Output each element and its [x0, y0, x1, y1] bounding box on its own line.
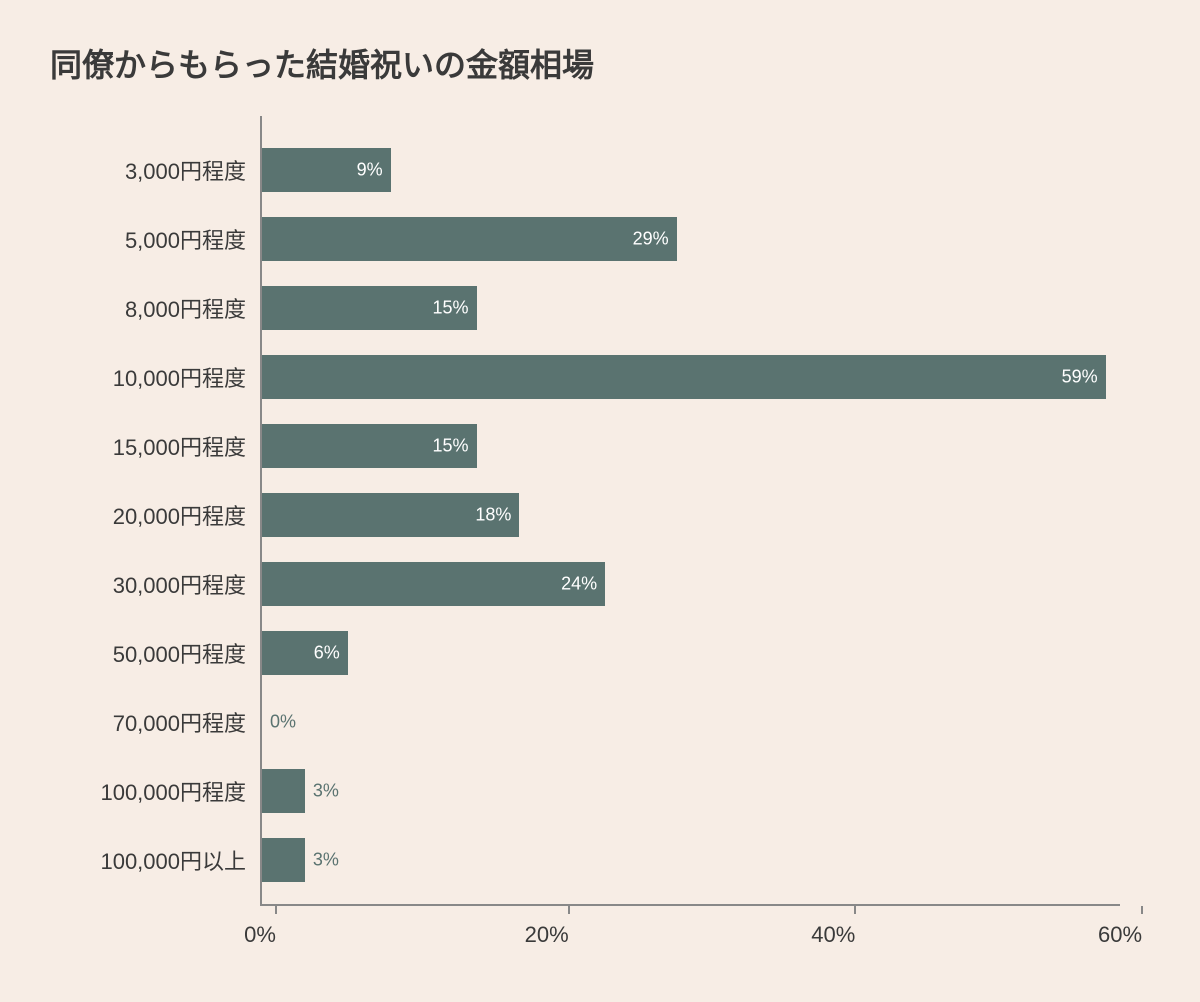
x-tick-mark: [854, 906, 856, 914]
bar-row: 15,000円程度15%: [262, 424, 1120, 468]
category-label: 3,000円程度: [125, 154, 262, 186]
category-label: 10,000円程度: [113, 361, 262, 393]
bar-value-label: 0%: [270, 711, 296, 732]
category-label: 100,000円程度: [100, 775, 262, 807]
category-label: 50,000円程度: [113, 637, 262, 669]
plot-area: 3,000円程度9% 5,000円程度29% 8,000円程度15% 10,000円程…: [260, 116, 1120, 906]
bar: 6%: [262, 631, 348, 675]
category-label: 70,000円程度: [113, 706, 262, 738]
x-tick-label: 60%: [1098, 922, 1142, 948]
bar: 18%: [262, 493, 519, 537]
bar-row: 10,000円程度59%: [262, 355, 1120, 399]
bar-row: 70,000円程度0%: [262, 700, 1120, 744]
bar-value-label: 24%: [561, 573, 597, 594]
bar-row: 50,000円程度6%: [262, 631, 1120, 675]
x-tick-label: 40%: [811, 922, 855, 948]
bar-value-label: 9%: [357, 160, 383, 181]
category-label: 8,000円程度: [125, 292, 262, 324]
bar-row: 5,000円程度29%: [262, 217, 1120, 261]
bar-value-label: 15%: [432, 436, 468, 457]
x-tick-mark: [568, 906, 570, 914]
bar-value-label: 59%: [1062, 367, 1098, 388]
x-axis: 0%20%40%60%: [260, 906, 1120, 956]
bar: 3%: [262, 838, 305, 882]
bar-row: 3,000円程度9%: [262, 148, 1120, 192]
x-tick-label: 0%: [244, 922, 276, 948]
x-tick: 40%: [833, 906, 877, 948]
chart-container: 3,000円程度9% 5,000円程度29% 8,000円程度15% 10,000円程…: [260, 116, 1120, 966]
x-tick: 60%: [1120, 906, 1164, 948]
bar-row: 20,000円程度18%: [262, 493, 1120, 537]
bar: 24%: [262, 562, 605, 606]
bar-value-label: 15%: [432, 298, 468, 319]
bar-value-label: 6%: [314, 642, 340, 663]
x-tick-label: 20%: [525, 922, 569, 948]
bar-value-label: 3%: [313, 780, 339, 801]
category-label: 100,000円以上: [100, 844, 262, 876]
x-tick-mark: [1141, 906, 1143, 914]
bar: 3%: [262, 769, 305, 813]
x-tick: 20%: [547, 906, 591, 948]
x-tick-mark: [275, 906, 277, 914]
x-tick: 0%: [260, 906, 292, 948]
bar-row: 30,000円程度24%: [262, 562, 1120, 606]
bar: 9%: [262, 148, 391, 192]
bars-group: 3,000円程度9% 5,000円程度29% 8,000円程度15% 10,000円程…: [262, 136, 1120, 894]
category-label: 15,000円程度: [113, 430, 262, 462]
category-label: 20,000円程度: [113, 499, 262, 531]
bar-row: 100,000円程度3%: [262, 769, 1120, 813]
bar: 15%: [262, 424, 477, 468]
chart-title: 同僚からもらった結婚祝いの金額相場: [50, 40, 1150, 86]
bar: 59%: [262, 355, 1106, 399]
bar-row: 8,000円程度15%: [262, 286, 1120, 330]
bar: 15%: [262, 286, 477, 330]
category-label: 30,000円程度: [113, 568, 262, 600]
bar-row: 100,000円以上3%: [262, 838, 1120, 882]
bar-value-label: 18%: [475, 504, 511, 525]
bar-value-label: 3%: [313, 849, 339, 870]
category-label: 5,000円程度: [125, 223, 262, 255]
bar-value-label: 29%: [633, 229, 669, 250]
bar: 29%: [262, 217, 677, 261]
